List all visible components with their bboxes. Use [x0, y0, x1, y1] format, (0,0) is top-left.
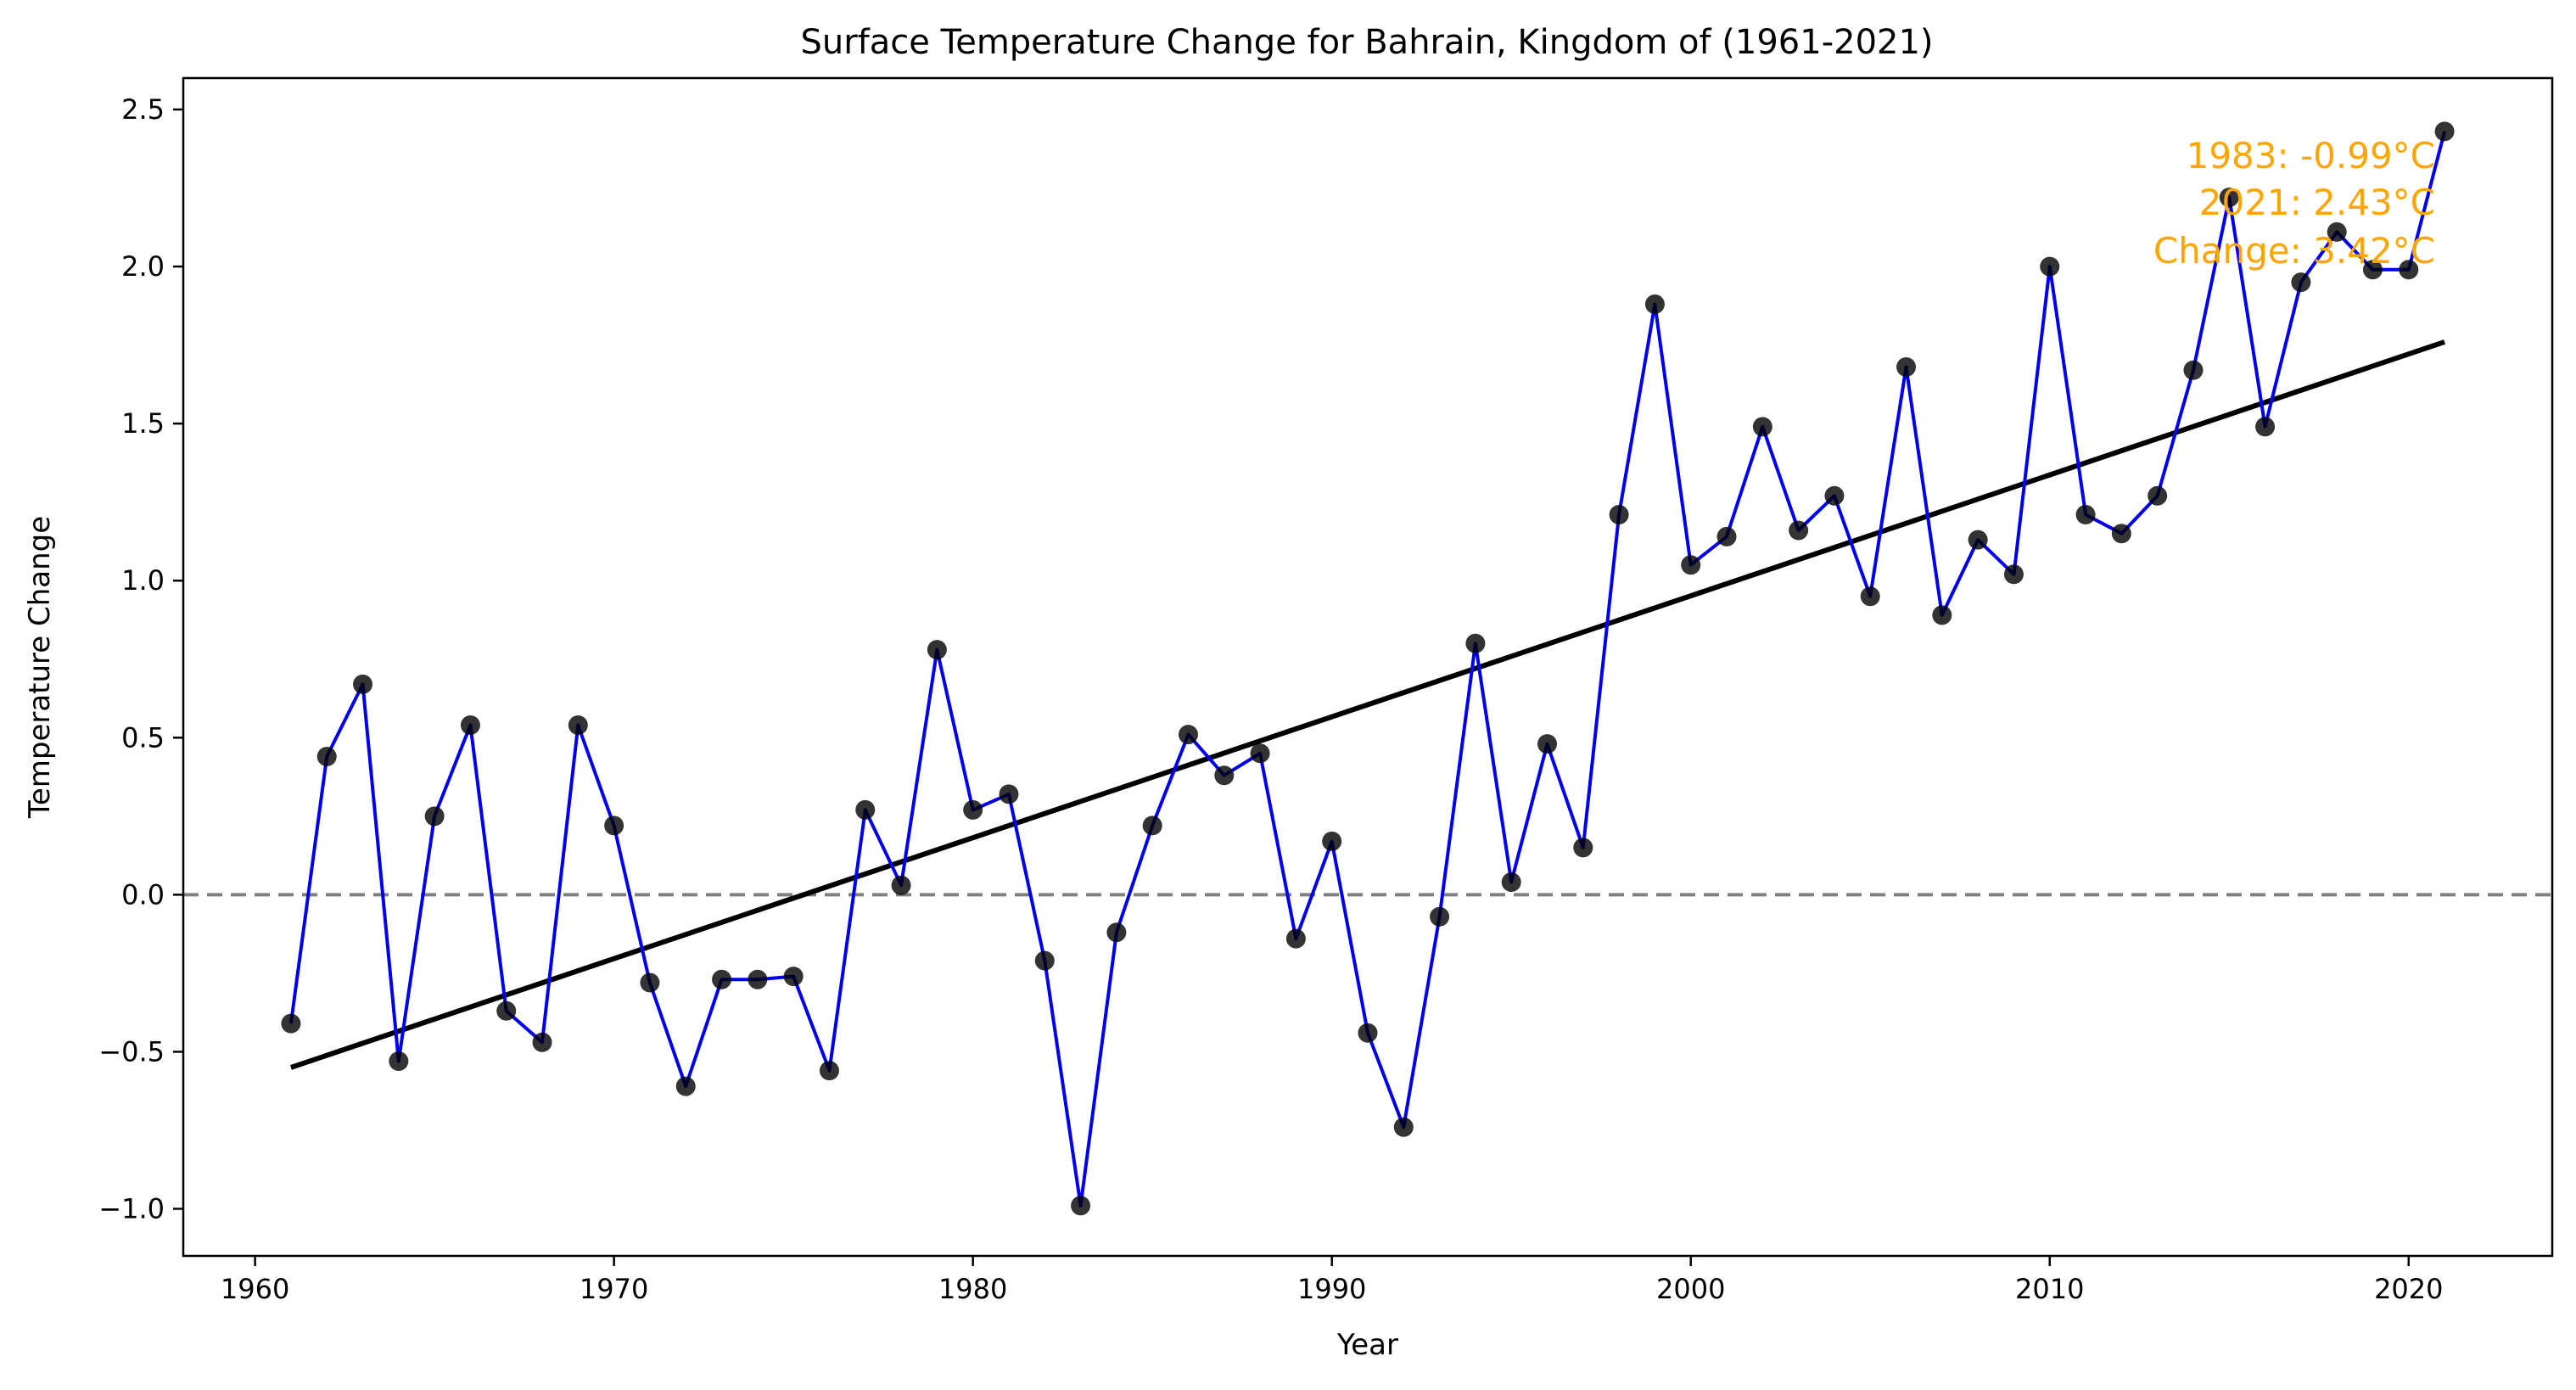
data-point	[2362, 260, 2383, 280]
data-point	[1142, 816, 1162, 836]
data-point	[2075, 504, 2096, 524]
data-point	[389, 1051, 409, 1072]
data-point	[1250, 743, 1270, 764]
data-point	[712, 969, 732, 989]
y-tick-label: −1.0	[98, 1192, 165, 1225]
x-tick-label: 2000	[1656, 1273, 1725, 1305]
data-point	[1932, 605, 1952, 625]
plot-frame	[182, 76, 2554, 1258]
data-point	[1393, 1117, 1414, 1137]
data-point	[2219, 188, 2239, 208]
data-point	[999, 784, 1019, 804]
y-tick-label: −0.5	[98, 1035, 165, 1068]
data-point	[1681, 555, 1701, 575]
trend-line	[289, 339, 2446, 1070]
data-point	[604, 816, 624, 836]
data-point	[783, 967, 804, 987]
chart-title: Surface Temperature Change for Bahrain, …	[800, 23, 1933, 62]
data-point	[1968, 530, 1988, 550]
data-point	[1465, 633, 1486, 653]
data-point	[1501, 872, 1521, 893]
data-point	[855, 799, 876, 820]
x-tick-label: 2010	[2015, 1273, 2084, 1305]
y-tick-label: 0.0	[121, 878, 165, 911]
data-point	[532, 1032, 552, 1052]
annotation-line-2: 2021: 2.43°C	[2199, 182, 2435, 223]
y-axis-label: Temperature Change	[23, 516, 57, 819]
data-point	[1285, 928, 1306, 949]
x-tick-label: 1960	[221, 1273, 289, 1305]
data-point	[1430, 906, 1450, 927]
annotation-line-1: 1983: -0.99°C	[2187, 135, 2435, 177]
data-point	[496, 1000, 517, 1021]
data-point	[640, 972, 660, 993]
data-point	[1573, 838, 1593, 858]
data-point	[2183, 360, 2204, 380]
data-point	[927, 640, 947, 660]
data-point	[675, 1076, 696, 1096]
data-point	[963, 799, 983, 820]
y-tick-label: 1.5	[121, 407, 165, 440]
data-point	[1214, 765, 1235, 786]
data-point	[2291, 272, 2311, 293]
data-point	[1609, 504, 1629, 524]
data-point	[424, 806, 445, 827]
data-point	[2003, 564, 2024, 585]
data-point	[568, 715, 588, 735]
data-point	[2040, 256, 2060, 277]
data-point	[2399, 260, 2419, 280]
data-point	[1322, 831, 1342, 851]
data-point	[748, 969, 768, 989]
data-point	[1644, 294, 1665, 314]
data-point	[891, 875, 911, 895]
data-point	[316, 746, 337, 766]
data-point	[281, 1013, 301, 1034]
data-point	[1071, 1196, 1091, 1216]
data-point	[1034, 950, 1055, 971]
data-point	[1789, 520, 1809, 541]
data-point	[2434, 121, 2455, 142]
data-point	[2255, 417, 2276, 437]
x-tick-label: 1990	[1297, 1273, 1366, 1305]
annotation: 1983: -0.99°C 2021: 2.43°C Change: 3.42°…	[2153, 135, 2435, 272]
y-tick-label: 0.5	[121, 721, 165, 754]
data-point	[1178, 725, 1198, 745]
y-tick-label: 1.0	[121, 564, 165, 597]
data-point	[1537, 734, 1558, 754]
data-point	[353, 674, 373, 694]
data-point	[1896, 357, 1917, 378]
y-tick-label: 2.0	[121, 250, 165, 283]
data-point	[1824, 485, 1845, 506]
data-point	[819, 1061, 839, 1081]
data-point	[2111, 524, 2131, 544]
data-point	[1860, 586, 1880, 607]
data-point	[1106, 922, 1127, 943]
series-line	[288, 131, 2447, 1208]
annotation-line-3: Change: 3.42°C	[2153, 230, 2435, 272]
x-axis-label: Year	[1336, 1328, 1398, 1362]
data-point	[1716, 526, 1737, 546]
data-point	[1752, 417, 1772, 437]
x-tick-label: 2020	[2374, 1273, 2443, 1305]
data-point	[2327, 221, 2347, 242]
x-tick-label: 1980	[938, 1273, 1007, 1305]
y-tick-label: 2.5	[121, 93, 165, 126]
x-tick-label: 1970	[580, 1273, 648, 1305]
data-point	[1358, 1023, 1378, 1043]
data-point	[460, 715, 480, 735]
data-point	[2148, 485, 2168, 506]
